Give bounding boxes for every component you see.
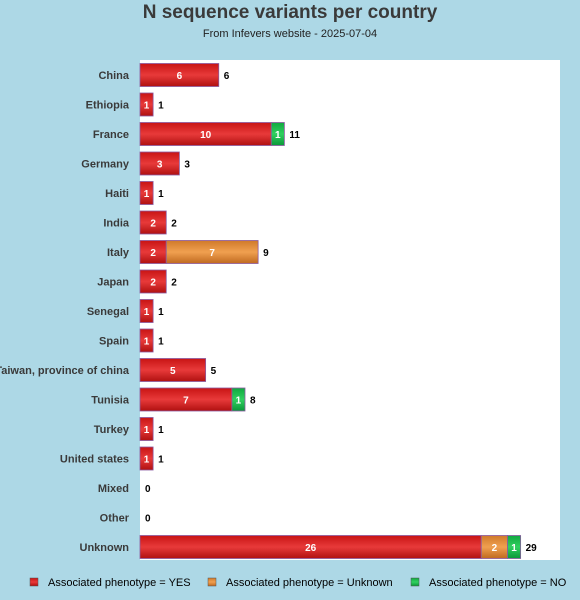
category-label: Mixed — [98, 483, 129, 495]
category-label: Japan — [97, 277, 129, 289]
segment-value-label: 1 — [144, 455, 150, 466]
category-label: Taiwan, province of china — [0, 365, 130, 377]
category-label: China — [98, 70, 129, 82]
segment-value-label: 1 — [511, 543, 517, 554]
legend: Associated phenotype = YES Associated phe… — [29, 577, 567, 589]
segment-value-label: 1 — [236, 396, 242, 407]
total-value-label: 2 — [171, 219, 177, 230]
total-value-label: 1 — [158, 455, 164, 466]
total-value-label: 1 — [158, 425, 164, 436]
total-value-label: 8 — [250, 396, 256, 407]
bar-segment — [139, 210, 167, 235]
segment-value-label: 3 — [157, 160, 163, 171]
total-value-label: 1 — [158, 101, 164, 112]
bar-segment — [139, 92, 154, 117]
legend-entry: Associated phenotype = Unknown — [226, 577, 393, 589]
bar-segment — [165, 240, 259, 264]
segment-value-label: 1 — [144, 337, 150, 348]
segment-value-label: 7 — [183, 396, 189, 407]
category-label: Spain — [99, 336, 129, 348]
segment-value-label: 26 — [305, 543, 317, 554]
legend-swatch — [410, 577, 420, 587]
legend-swatch — [29, 577, 39, 587]
segment-value-label: 2 — [150, 219, 156, 230]
segment-value-label: 1 — [144, 101, 150, 112]
category-label: Haiti — [105, 188, 129, 200]
bar-segment — [270, 122, 285, 146]
bar-segment — [231, 387, 246, 412]
bar-segment — [139, 358, 207, 382]
segment-value-label: 6 — [177, 71, 183, 82]
total-value-label: 6 — [224, 71, 230, 82]
bar-segment — [139, 63, 220, 87]
bar-segment — [139, 269, 167, 294]
bar-segment — [139, 417, 154, 441]
bar-segment — [139, 299, 154, 323]
total-value-label: 1 — [158, 337, 164, 348]
segment-value-label: 2 — [150, 248, 156, 259]
segment-value-label: 1 — [144, 189, 150, 200]
category-label: Unknown — [80, 542, 130, 554]
chart-title: N sequence variants per country — [142, 2, 438, 23]
segment-value-label: 2 — [150, 278, 156, 289]
category-label: Ethiopia — [86, 100, 130, 112]
segment-value-label: 2 — [492, 543, 498, 554]
total-value-label: 5 — [211, 366, 217, 377]
segment-value-label: 1 — [144, 307, 150, 318]
bar-segment — [139, 151, 180, 176]
bar-segment — [139, 181, 154, 205]
segment-value-label: 7 — [209, 248, 215, 259]
category-label: India — [103, 218, 130, 230]
bar-segment — [139, 446, 154, 471]
total-value-label: 1 — [158, 189, 164, 200]
total-value-label: 2 — [171, 278, 177, 289]
category-label: France — [93, 129, 129, 141]
category-label: Other — [100, 513, 130, 525]
category-label: Germany — [81, 159, 130, 171]
total-value-label: 0 — [145, 484, 151, 495]
category-label: Turkey — [94, 424, 130, 436]
segment-value-label: 1 — [275, 130, 281, 141]
total-value-label: 3 — [184, 160, 190, 171]
bar-segment — [507, 535, 522, 559]
bar-segment — [139, 328, 154, 353]
category-label: United states — [60, 454, 129, 466]
category-label: Tunisia — [91, 395, 130, 407]
legend-swatch — [207, 577, 217, 587]
total-value-label: 0 — [145, 514, 151, 525]
chart-subtitle: From Infevers website - 2025-07-04 — [202, 28, 378, 40]
category-label: Senegal — [87, 306, 129, 318]
total-value-label: 1 — [158, 307, 164, 318]
legend-entry: Associated phenotype = NO — [429, 577, 567, 589]
segment-value-label: 1 — [144, 425, 150, 436]
category-label: Italy — [107, 247, 130, 259]
segment-value-label: 5 — [170, 366, 176, 377]
total-value-label: 9 — [263, 248, 269, 259]
total-value-label: 11 — [289, 130, 300, 141]
total-value-label: 29 — [526, 543, 538, 554]
legend-entry: Associated phenotype = YES — [48, 577, 191, 589]
segment-value-label: 10 — [200, 130, 212, 141]
